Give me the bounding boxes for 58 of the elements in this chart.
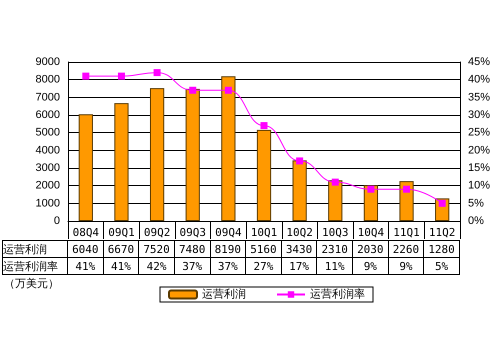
- data-label: 7480: [174, 240, 210, 258]
- x-tick-label: 09Q3: [179, 226, 206, 239]
- data-label: 7520: [138, 240, 174, 258]
- y-tick-label: 1000: [36, 197, 60, 210]
- legend-label: 运营利润率: [310, 288, 365, 300]
- y-tick-label: 0: [54, 215, 60, 227]
- y-tick-label: 3000: [36, 162, 60, 174]
- data-label: 2260: [388, 240, 424, 258]
- y2-tick-label: 30%: [468, 109, 490, 121]
- y-tick-label: 7000: [36, 91, 60, 104]
- data-label: 6670: [103, 240, 139, 258]
- y2-tick-label: 0%: [468, 215, 484, 227]
- x-tick-label: 09Q4: [215, 226, 242, 239]
- data-label: 11%: [316, 258, 352, 274]
- x-tick-label: 10Q2: [286, 226, 313, 239]
- data-label: 3430: [281, 240, 317, 258]
- data-label: 9%: [388, 258, 424, 274]
- y2-tick-label: 25%: [468, 126, 490, 139]
- x-tick-label: 10Q3: [322, 226, 349, 239]
- data-label: 8190: [210, 240, 246, 258]
- data-label: 5%: [424, 258, 460, 274]
- data-label: 37%: [210, 258, 246, 274]
- y-tick-label: 8000: [36, 74, 60, 86]
- text: 运营利润: [3, 242, 47, 256]
- y2-tick-label: 20%: [468, 144, 490, 156]
- x-tick-label: 11Q2: [428, 226, 456, 239]
- data-label: 37%: [174, 258, 210, 274]
- data-label: 5160: [246, 240, 282, 258]
- y-tick-label: 9000: [36, 56, 60, 68]
- y2-tick-label: 35%: [468, 91, 490, 104]
- x-tick-label: 10Q4: [358, 226, 385, 239]
- y-tick-label: 2000: [36, 180, 60, 192]
- data-label: 2030: [352, 240, 388, 258]
- data-label: 41%: [68, 258, 104, 274]
- data-label: 6040: [68, 240, 104, 258]
- x-tick-label: 10Q1: [250, 226, 278, 239]
- data-label: 41%: [103, 258, 139, 274]
- text: （万美元）: [4, 276, 59, 291]
- y2-tick-label: 10%: [468, 180, 490, 192]
- data-label: 9%: [352, 258, 388, 274]
- y2-tick-label: 45%: [468, 56, 490, 68]
- x-tick-label: 09Q2: [144, 226, 170, 239]
- data-label: 1280: [424, 240, 460, 258]
- text: 运营利润率: [3, 260, 58, 272]
- data-label: 42%: [138, 258, 174, 274]
- legend-label: 运营利润: [202, 288, 246, 300]
- x-tick-label: 08Q4: [72, 226, 100, 239]
- y2-tick-label: 40%: [468, 74, 490, 86]
- x-tick-label: 11Q1: [393, 226, 420, 239]
- y2-tick-label: 5%: [468, 197, 484, 210]
- data-label: 27%: [246, 258, 282, 274]
- x-tick-label: 09Q1: [108, 226, 135, 239]
- y2-tick-label: 15%: [468, 162, 490, 174]
- y-tick-label: 6000: [36, 109, 60, 121]
- y-tick-label: 4000: [36, 144, 60, 156]
- data-label: 2310: [316, 240, 352, 258]
- data-label: 17%: [281, 258, 317, 274]
- y-tick-label: 5000: [36, 126, 60, 139]
